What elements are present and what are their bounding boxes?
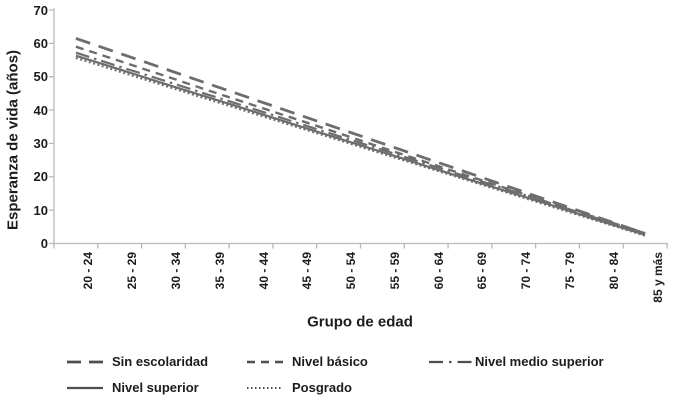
y-tick-label: 0 <box>40 236 48 251</box>
legend-swatch-nivel-superior <box>67 386 103 390</box>
legend-item: Nivel superior <box>67 380 199 396</box>
x-tick-label: 25 - 29 <box>125 252 140 290</box>
legend-swatch-nivel-b-sico <box>247 360 283 364</box>
x-tick-label: 65 - 69 <box>475 252 490 290</box>
legend-swatch-posgrado <box>247 387 283 389</box>
x-tick-label: 20 - 24 <box>81 252 96 290</box>
x-axis-title: Grupo de edad <box>307 313 413 331</box>
series-line-nivel-b-sico <box>75 45 646 236</box>
x-tick-label: 80 - 84 <box>606 252 621 290</box>
y-tick-label: 50 <box>33 69 48 85</box>
series-line-nivel-medio-superior <box>75 51 646 235</box>
legend-swatch-nivel-medio-superior <box>429 360 473 364</box>
x-tick-label: 45 - 49 <box>300 252 315 290</box>
legend-label: Nivel superior <box>112 380 199 395</box>
legend-label: Nivel básico <box>292 354 368 369</box>
x-tick-label: 30 - 34 <box>168 252 183 290</box>
legend-item: Sin escolaridad <box>67 354 208 370</box>
series-line-sin-escolaridad <box>75 37 646 235</box>
y-tick-label: 20 <box>33 169 48 185</box>
x-tick-label: 85 y más <box>650 252 665 303</box>
x-tick-label: 75 - 79 <box>563 252 578 290</box>
series-line-nivel-superior <box>75 54 646 236</box>
legend-swatch-sin-escolaridad <box>67 360 103 364</box>
x-tick-label: 35 - 39 <box>212 252 227 290</box>
y-tick-label: 60 <box>33 35 48 51</box>
legend-label: Nivel medio superior <box>475 354 604 369</box>
legend-label: Sin escolaridad <box>112 354 209 369</box>
series-line-posgrado <box>75 57 646 237</box>
y-tick-label: 10 <box>33 202 48 218</box>
legend-label: Posgrado <box>292 380 352 395</box>
y-tick-label: 30 <box>33 135 48 151</box>
legend-item: Nivel básico <box>247 354 368 370</box>
y-tick-label: 40 <box>33 102 48 118</box>
x-tick-label: 70 - 74 <box>519 252 534 290</box>
x-tick-label: 55 - 59 <box>387 252 402 290</box>
y-tick-label: 70 <box>33 2 48 18</box>
x-tick-label: 60 - 64 <box>431 252 446 290</box>
legend-item: Posgrado <box>247 380 352 396</box>
x-tick-label: 50 - 54 <box>344 252 359 290</box>
x-tick-label: 40 - 44 <box>256 252 271 290</box>
legend-item: Nivel medio superior <box>429 354 604 370</box>
